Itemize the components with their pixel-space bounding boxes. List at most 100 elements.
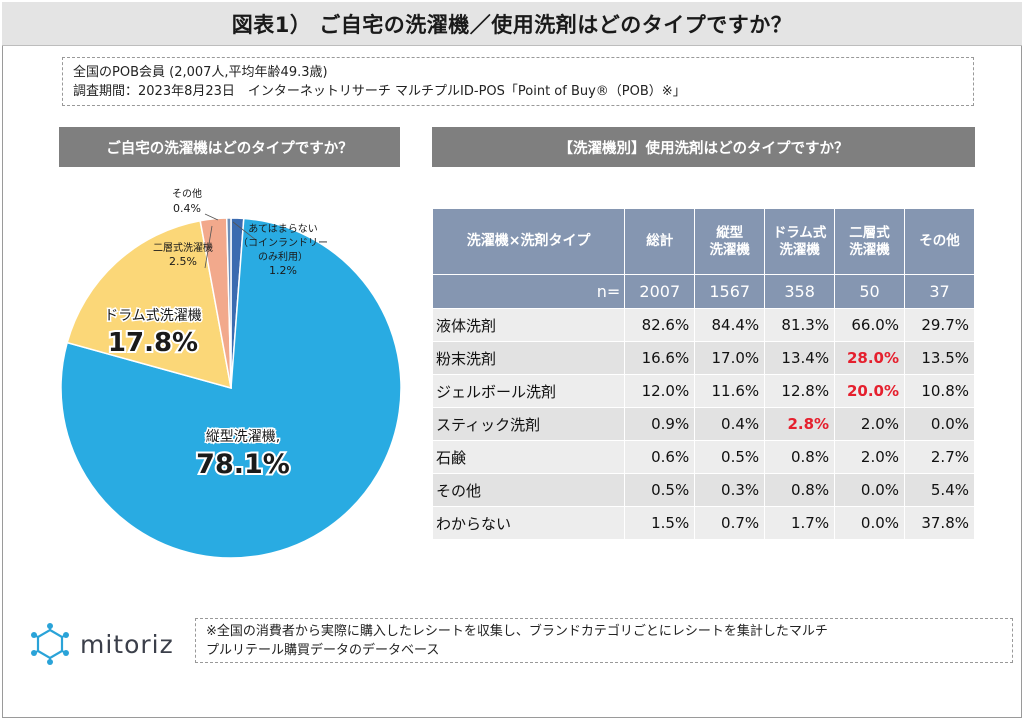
cell-total: 0.5% [624, 473, 696, 507]
detergent-table: 洗濯機×洗剤タイプ 総計 縦型洗濯機 ドラム式洗濯機 二層式洗濯機 その他 液体… [431, 208, 975, 540]
pie-value-tategata: 78.1% [196, 449, 290, 480]
n-other [904, 274, 975, 309]
table-row: 液体洗剤 82.6% 84.4% 81.3% 66.0% 29.7% [431, 308, 975, 342]
n-label [431, 274, 626, 309]
row-label: 石鹸 [431, 440, 626, 474]
row-label: その他 [431, 473, 626, 507]
cell-other: 0.0% [904, 407, 975, 441]
pie-leader-lines [204, 213, 257, 269]
cell-niso: 0.0% [834, 506, 906, 540]
cell-other: 29.7% [904, 308, 975, 342]
cell-other: 2.7% [904, 440, 975, 474]
cell-other: 10.8% [904, 374, 975, 408]
cell-niso: 66.0% [834, 308, 906, 342]
mitoriz-logo: mitoriz [28, 620, 188, 668]
cell-niso: 0.0% [834, 473, 906, 507]
cell-tategata: 0.5% [694, 440, 766, 474]
col-header-niso: 二層式 洗濯機 [834, 208, 906, 275]
cell-other: 13.5% [904, 341, 975, 375]
cell-total: 82.6% [624, 308, 696, 342]
pie-label-atehamaranai-2: （コインランドリー [238, 237, 328, 249]
cell-other: 37.8% [904, 506, 975, 540]
col-header-niso-line2: 洗濯機 [849, 241, 890, 258]
cell-niso: 2.0% [834, 407, 906, 441]
row-label: ジェルボール洗剤 [431, 374, 626, 408]
col-header-tategata-line2: 洗濯機 [709, 241, 750, 258]
table-row: わからない 1.5% 0.7% 1.7% 0.0% 37.8% [431, 506, 975, 540]
cell-drum: 2.8% [764, 407, 836, 441]
row-label: 液体洗剤 [431, 308, 626, 342]
col-header-drum-line2: 洗濯機 [779, 241, 820, 258]
table-body: 液体洗剤 82.6% 84.4% 81.3% 66.0% 29.7% 粉末洗剤 16.6% 17… [431, 308, 975, 540]
table-panel-heading: 【洗濯機別】使用洗剤はどのタイプですか？ [432, 127, 975, 167]
row-label: わからない [431, 506, 626, 540]
cell-drum: 0.8% [764, 440, 836, 474]
cell-drum: 1.7% [764, 506, 836, 540]
n-drum [764, 274, 836, 309]
n-tategata [694, 274, 766, 309]
network-snowflake-icon [31, 623, 69, 665]
table-row: ジェルボール洗剤 12.0% 11.6% 12.8% 20.0% 10.8% [431, 374, 975, 408]
survey-meta-box: 全国のPOB会員 (2,007人,平均年齢49.3歳) 調査期間：2023年8月… [62, 57, 974, 106]
cell-tategata: 0.3% [694, 473, 766, 507]
n-niso [834, 274, 906, 309]
table-row: その他 0.5% 0.3% 0.8% 0.0% 5.4% [431, 473, 975, 507]
leader-niso [204, 225, 213, 269]
leader-sonota [204, 213, 219, 221]
footnote-line-1: ※全国の消費者から実際に購入したレシートを収集し、ブランドカテゴリごとにレシート… [206, 624, 828, 639]
pie-label-atehamaranai-1: あてはまらない [248, 223, 318, 235]
cell-tategata: 11.6% [694, 374, 766, 408]
pie-value-niso: 2.5% [169, 255, 197, 268]
col-header-niso-line1: 二層式 [849, 224, 890, 241]
pie-slice-drum [66, 219, 232, 390]
cell-drum: 0.8% [764, 473, 836, 507]
survey-sample-text: 全国のPOB会員 (2,007人,平均年齢49.3歳) [73, 65, 328, 80]
row-label: スティック洗剤 [431, 407, 626, 441]
cell-total: 12.0% [624, 374, 696, 408]
pie-label-drum: ドラム式洗濯機 [104, 308, 202, 324]
pie-value-sonota: 0.4% [173, 202, 201, 215]
cell-tategata: 0.7% [694, 506, 766, 540]
col-header-other: その他 [904, 208, 975, 275]
cell-niso: 28.0% [834, 341, 906, 375]
col-header-total-line1: 総計 [646, 233, 674, 249]
col-header-tategata: 縦型 洗濯機 [694, 208, 766, 275]
col-header-total: 総計 [624, 208, 696, 275]
title-bar: 図表1） ご自宅の洗濯機／使用洗剤はどのタイプですか？ [2, 2, 1022, 46]
table-n-row [431, 274, 975, 309]
cell-niso: 20.0% [834, 374, 906, 408]
pie-label-atehamaranai-3: のみ利用） [258, 251, 308, 263]
cell-drum: 13.4% [764, 341, 836, 375]
pie-label-niso: 二層式洗濯機 [153, 241, 213, 254]
cell-drum: 12.8% [764, 374, 836, 408]
table-row: 粉末洗剤 16.6% 17.0% 13.4% 28.0% 13.5% [431, 341, 975, 375]
cell-total: 1.5% [624, 506, 696, 540]
cell-tategata: 84.4% [694, 308, 766, 342]
footnote-box: ※全国の消費者から実際に購入したレシートを収集し、ブランドカテゴリごとにレシート… [195, 618, 1013, 663]
col-header-other-line1: その他 [919, 233, 960, 249]
cell-tategata: 17.0% [694, 341, 766, 375]
cell-niso: 2.0% [834, 440, 906, 474]
pie-chart: 縦型洗濯機, 78.1% ドラム式洗濯機 17.8% 二層式洗濯機 2.5% そ… [60, 187, 402, 559]
cell-tategata: 0.4% [694, 407, 766, 441]
page-title: 図表1） ご自宅の洗濯機／使用洗剤はどのタイプですか？ [231, 12, 793, 37]
row-label: 粉末洗剤 [431, 341, 626, 375]
pie-panel-heading: ご自宅の洗濯機はどのタイプですか？ [59, 127, 400, 167]
cell-total: 0.6% [624, 440, 696, 474]
survey-period-text: 調査期間：2023年8月23日 インターネットリサーチ マルチプルID-POS「… [73, 84, 686, 99]
table-row-header: 洗濯機×洗剤タイプ [431, 208, 626, 275]
pie-label-tategata: 縦型洗濯機, [206, 429, 280, 445]
table-header-row: 洗濯機×洗剤タイプ 総計 縦型 洗濯機 ドラム式 洗濯機 二層式 洗濯機 その他 [431, 208, 975, 275]
logo-wordmark: mitoriz [80, 629, 174, 659]
cell-drum: 81.3% [764, 308, 836, 342]
pie-label-sonota: その他 [172, 187, 202, 200]
table-row: 石鹸 0.6% 0.5% 0.8% 2.0% 2.7% [431, 440, 975, 474]
pie-value-drum: 17.8% [108, 328, 198, 358]
col-header-tategata-line1: 縦型 [716, 224, 744, 241]
pie-slices [60, 217, 402, 559]
pie-value-atehamaranai: 1.2% [269, 264, 297, 277]
footnote-line-2: プルリテール購買データのデータベース [206, 643, 440, 658]
cell-other: 5.4% [904, 473, 975, 507]
cell-total: 16.6% [624, 341, 696, 375]
col-header-drum: ドラム式 洗濯機 [764, 208, 836, 275]
